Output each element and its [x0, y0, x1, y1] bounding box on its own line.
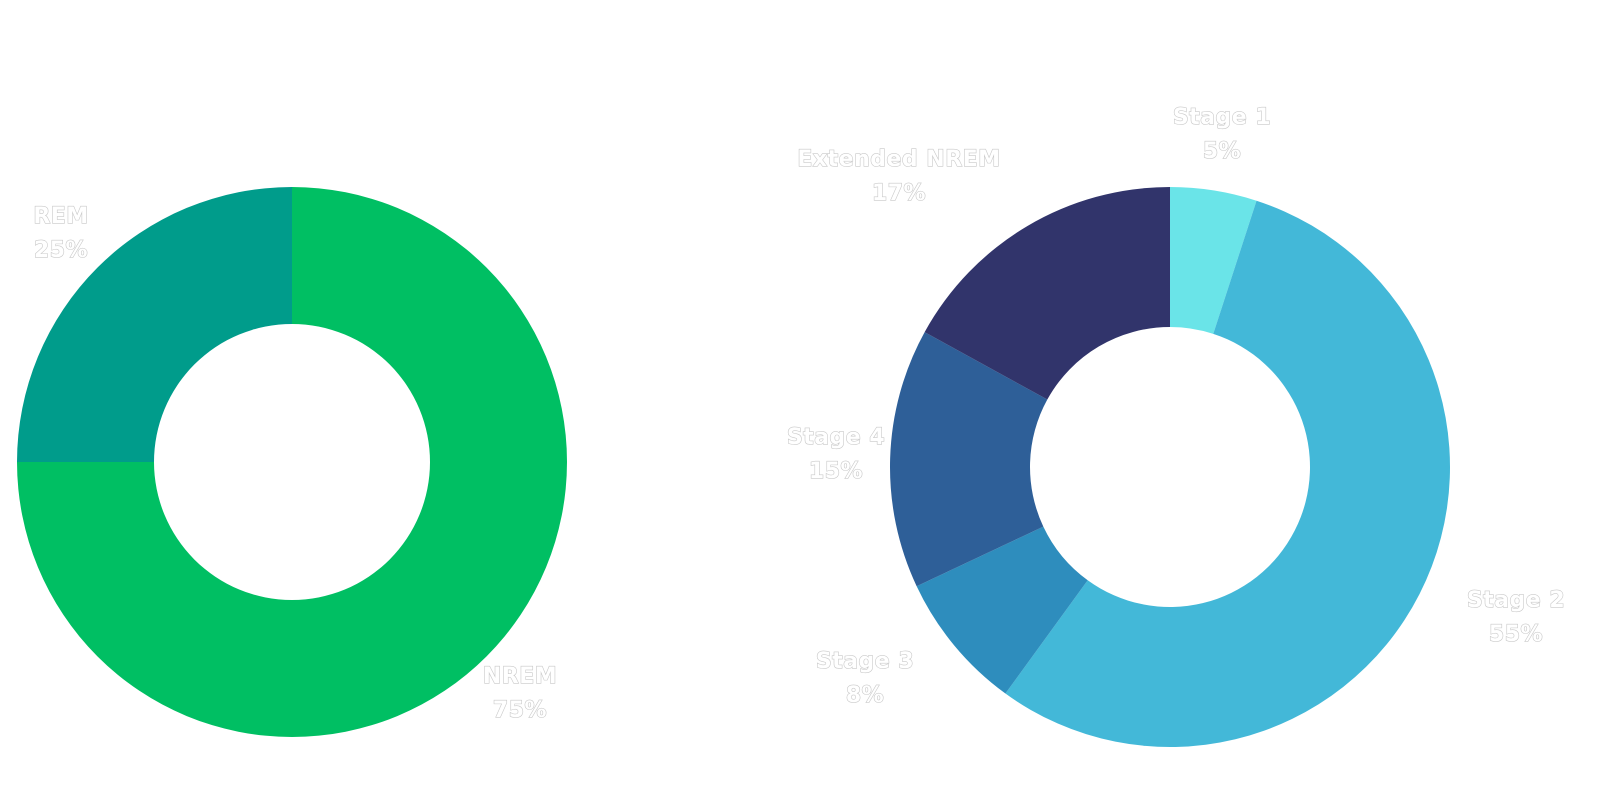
- slice-rem: [17, 187, 292, 462]
- label-rem: REM: [33, 204, 88, 229]
- label-stage-4: Stage 4: [787, 425, 885, 450]
- slice-stage-2: [1005, 200, 1451, 748]
- slice-stage-1: [1170, 187, 1257, 334]
- value-label-nrem: 75%: [493, 698, 547, 723]
- label-stage-1: Stage 1: [1173, 105, 1271, 130]
- slice-extended-nrem: [924, 187, 1170, 400]
- sleep-types-donut: NREM 75% REM 25%: [17, 187, 567, 737]
- value-label-stage-3: 8%: [846, 683, 884, 708]
- slice-stage-3: [916, 526, 1088, 694]
- value-label-rem: 25%: [34, 238, 88, 263]
- slice-nrem: [17, 187, 567, 737]
- label-extended-nrem: Extended NREM: [797, 147, 1000, 172]
- label-stage-2: Stage 2: [1467, 588, 1565, 613]
- value-label-stage-4: 15%: [809, 459, 863, 484]
- value-label-extended-nrem: 17%: [872, 181, 926, 206]
- slice-stage-4: [890, 332, 1048, 587]
- value-label-stage-1: 5%: [1203, 139, 1241, 164]
- value-label-stage-2: 55%: [1489, 622, 1543, 647]
- sleep-stages-donut: Stage 1 5% Stage 2 55% Stage 3 8% Stage 4 15% Ex…: [786, 104, 1565, 748]
- label-nrem: NREM: [483, 664, 557, 689]
- label-stage-3: Stage 3: [816, 649, 914, 674]
